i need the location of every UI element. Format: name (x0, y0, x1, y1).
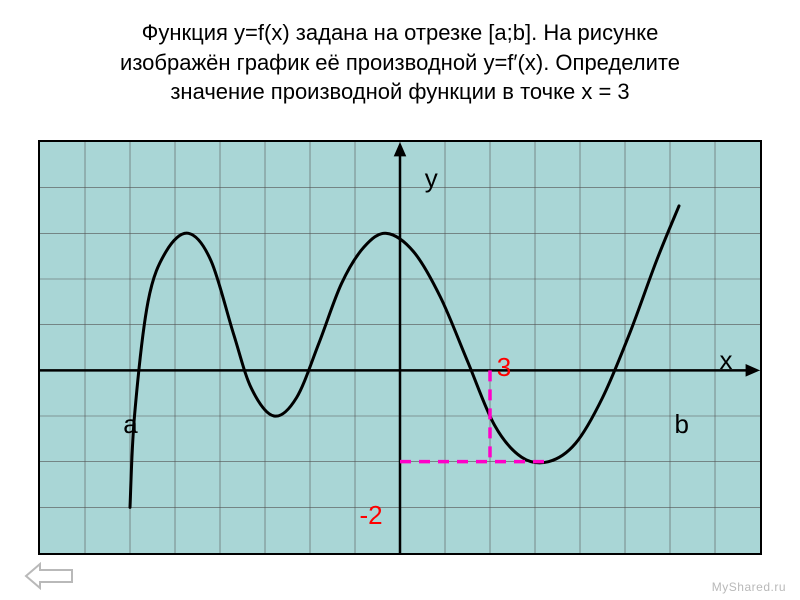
title-line-1: Функция y=f(x) задана на отрезке [a;b]. … (40, 18, 760, 48)
axis-label-y: y (425, 163, 438, 194)
endpoint-label-a: a (123, 409, 137, 440)
title-line-3: значение производной функции в точке x =… (40, 77, 760, 107)
guide-label-3: 3 (497, 352, 511, 383)
back-arrow-icon[interactable] (22, 562, 76, 590)
endpoint-label-b: b (675, 409, 689, 440)
problem-title: Функция y=f(x) задана на отрезке [a;b]. … (40, 18, 760, 107)
chart-area: y x a b 3 -2 (38, 140, 762, 555)
guide-label-minus-2: -2 (360, 500, 383, 531)
axis-label-x: x (720, 345, 733, 376)
watermark: MyShared.ru (712, 580, 786, 594)
title-line-2: изображён график её производной y=f′(x).… (40, 48, 760, 78)
slide: Функция y=f(x) задана на отрезке [a;b]. … (0, 0, 800, 600)
chart-svg (40, 142, 760, 553)
